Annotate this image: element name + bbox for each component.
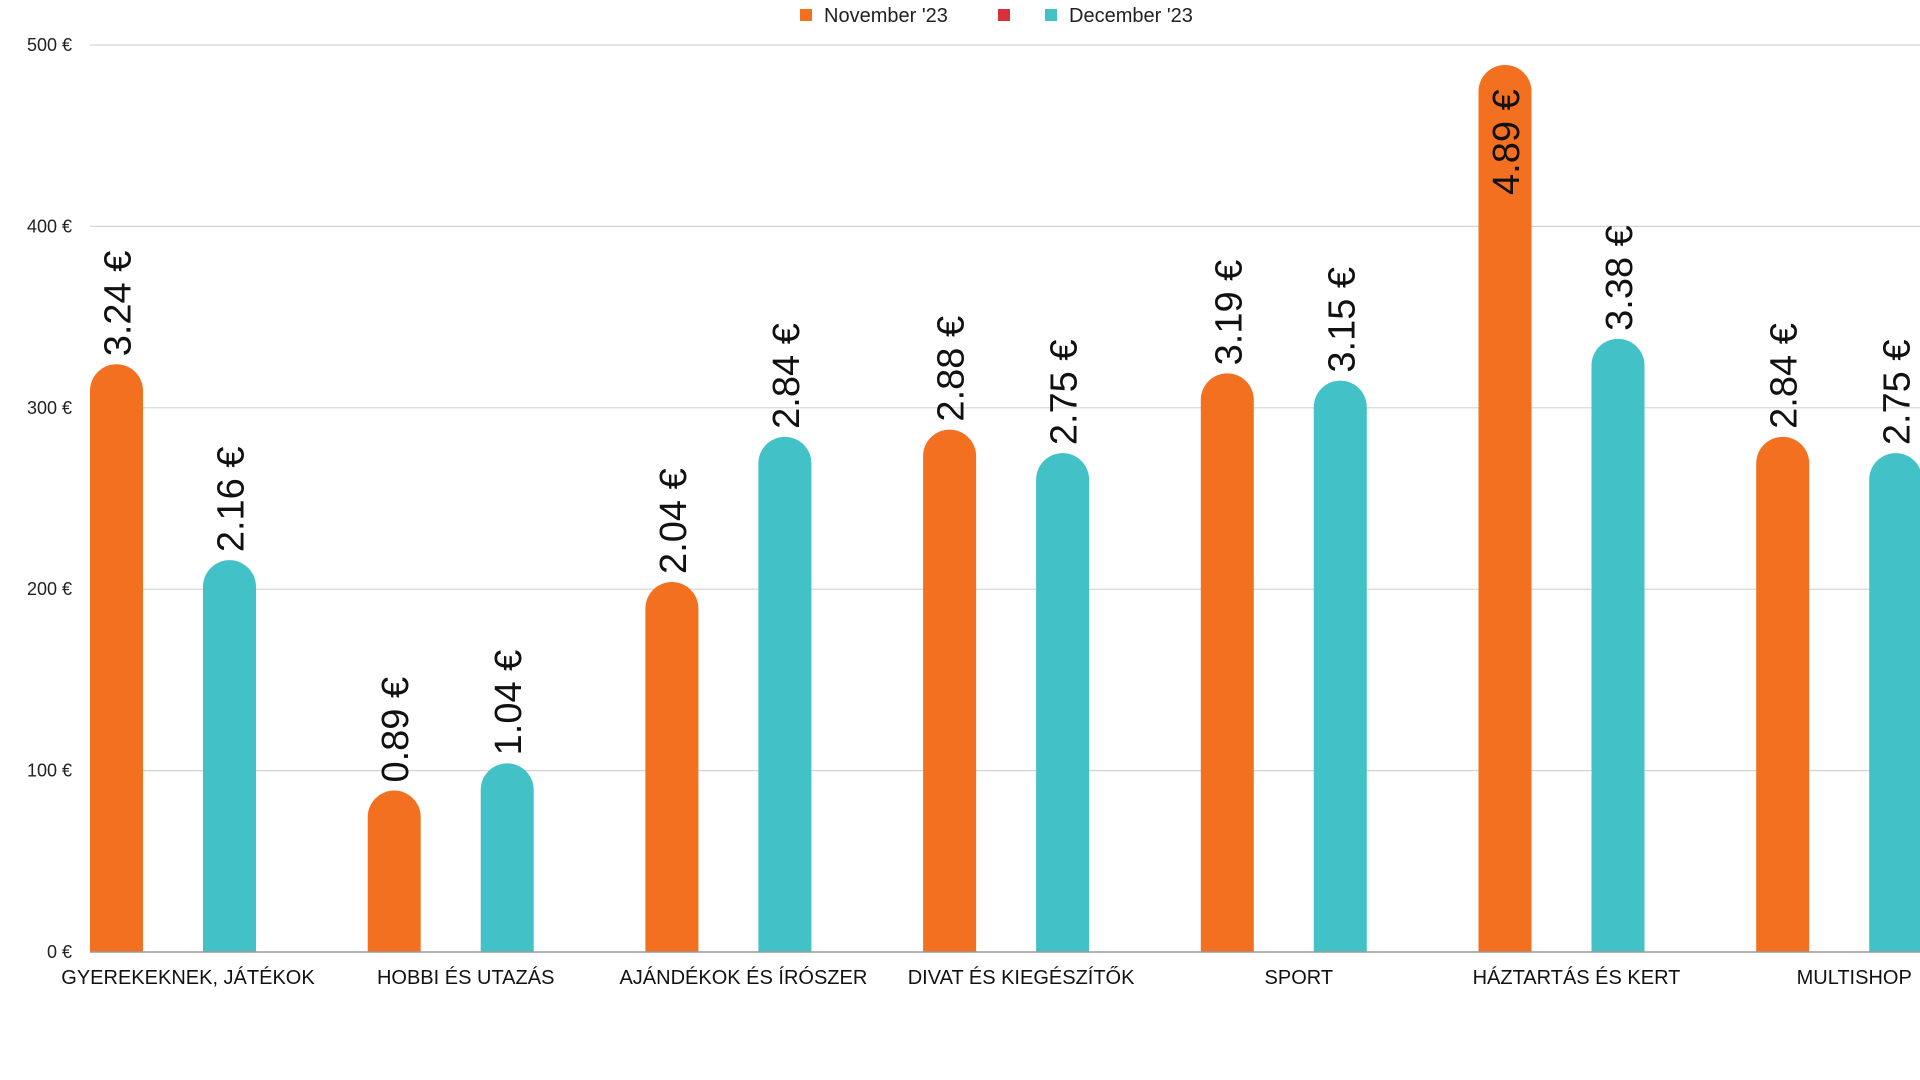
bar [1313, 380, 1367, 953]
bar [203, 560, 256, 952]
x-tick-label: SPORT [1265, 967, 1334, 989]
y-axis-ticks: 0 € 100 € 200 € 300 € 400 € 500 € [27, 35, 72, 962]
y-tick-label: 100 € [27, 761, 72, 781]
bar [1869, 453, 1920, 952]
data-label: 4.89 € [1486, 89, 1528, 195]
x-tick-label: HOBBI ÉS UTAZÁS [377, 966, 554, 989]
y-tick-label: 300 € [27, 398, 72, 418]
data-label: 3.19 € [1208, 260, 1250, 366]
gridlines [90, 44, 1920, 772]
bar [1036, 453, 1090, 952]
x-tick-label: AJÁNDÉKOK ÉS ÍRÓSZER [619, 966, 867, 989]
data-label: 3.38 € [1599, 225, 1641, 331]
bar [1478, 64, 1532, 953]
legend-swatch [800, 9, 812, 21]
bar [367, 790, 421, 952]
y-tick-label: 400 € [27, 216, 72, 236]
legend-label: November '23 [824, 5, 948, 27]
y-tick-label: 0 € [47, 942, 72, 962]
data-label: 0.89 € [375, 677, 417, 783]
data-label: 2.16 € [211, 447, 253, 553]
x-tick-label: HÁZTARTÁS ÉS KERT [1473, 966, 1681, 989]
bar [923, 429, 977, 952]
bar [1200, 373, 1254, 953]
y-tick-label: 500 € [27, 35, 72, 55]
x-tick-label: GYEREKEKNEK, JÁTÉKOK [61, 966, 315, 989]
x-axis: GYEREKEKNEK, JÁTÉKOK HOBBI ÉS UTAZÁS AJÁND… [61, 951, 1920, 989]
legend-swatch [1045, 9, 1057, 21]
data-label: 3.24 € [98, 251, 140, 357]
data-label: 2.84 € [1764, 323, 1806, 429]
data-label: 2.04 € [653, 468, 695, 574]
bar [1756, 436, 1810, 953]
bar [645, 581, 699, 952]
bar [480, 763, 534, 952]
legend: November '23 December '23 [800, 5, 1193, 27]
bar [1591, 338, 1645, 952]
data-label: 2.75 € [1877, 339, 1919, 445]
data-label: 2.84 € [766, 323, 808, 429]
data-label: 2.88 € [931, 316, 973, 422]
legend-swatch [998, 9, 1010, 21]
bar [758, 436, 812, 953]
x-tick-label: MULTISHOP [1797, 967, 1912, 989]
bars [90, 64, 1920, 953]
data-label: 2.75 € [1044, 339, 1086, 445]
y-tick-label: 200 € [27, 579, 72, 599]
x-tick-label: DIVAT ÉS KIEGÉSZÍTŐK [908, 966, 1135, 989]
data-label: 3.15 € [1321, 267, 1363, 373]
bar [90, 364, 143, 952]
data-label: 1.04 € [488, 650, 530, 756]
legend-label: December '23 [1069, 5, 1193, 27]
data-labels: 3.24 € 2.16 € 0.89 € 1.04 € 2.04 € 2.84 € 2.88… [98, 89, 1919, 782]
